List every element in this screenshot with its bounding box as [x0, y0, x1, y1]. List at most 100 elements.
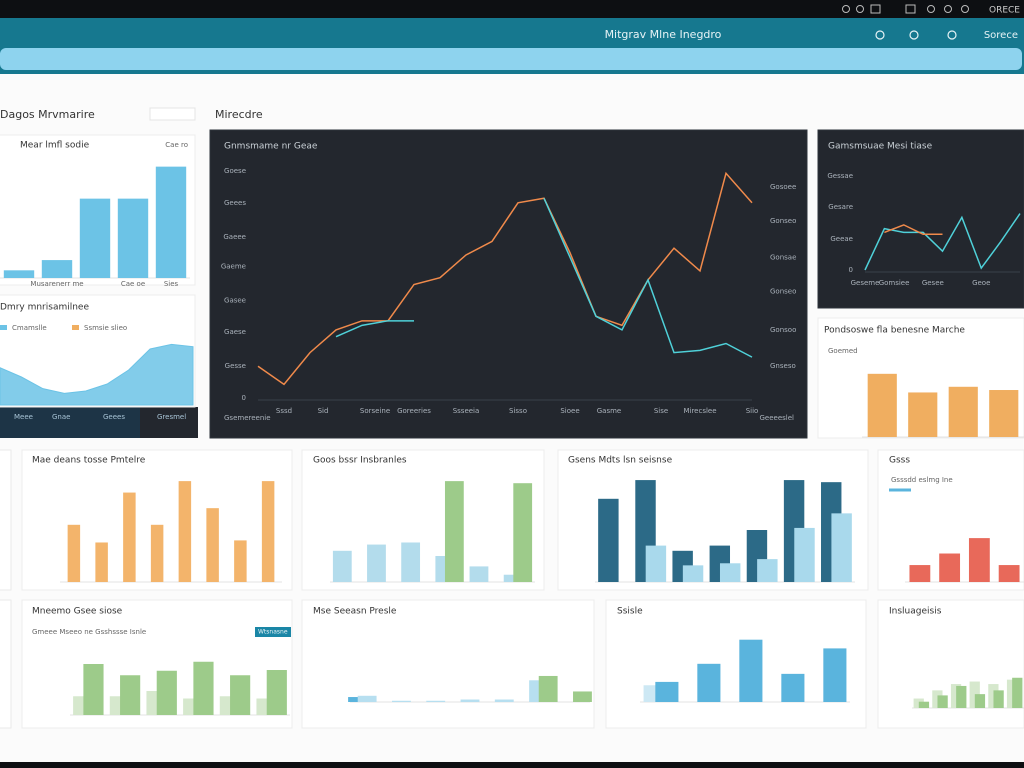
bar	[150, 524, 164, 582]
annotation: Goemed	[828, 347, 858, 355]
legend-label: Gsssdd eslmg Ine	[891, 476, 953, 484]
bar	[193, 661, 214, 715]
bar	[261, 481, 275, 582]
bar	[974, 694, 986, 708]
x-tick-label: Geseme	[851, 279, 880, 287]
chart-title: Mse Seeasn Presle	[313, 607, 397, 617]
bar	[697, 663, 721, 702]
bar	[444, 481, 464, 582]
bar	[867, 373, 897, 437]
x-tick-label: Sisso	[509, 407, 527, 415]
x-tick-label: Sise	[654, 407, 668, 415]
tab-active	[140, 407, 198, 438]
bar	[1006, 679, 1018, 708]
status-icons	[842, 4, 969, 14]
bar	[573, 691, 592, 702]
bar	[918, 701, 930, 708]
y-tick-label: Gaese	[224, 328, 246, 336]
bar	[392, 700, 411, 702]
card	[877, 599, 1024, 729]
chart-title: Goos bssr Insbranles	[313, 456, 407, 466]
header-title: Mitgrav Mlne Inegdro	[605, 28, 722, 41]
x-tick-label: Goreeries	[397, 407, 431, 415]
tab[interactable]: Gresmel	[157, 413, 186, 421]
status-bar	[0, 0, 1024, 18]
bar	[367, 544, 386, 582]
chart-title: Mear lmfl sodie	[20, 141, 90, 151]
y-tick-label: Gaeee	[223, 233, 246, 241]
footer-bar	[0, 762, 1024, 768]
y-tick-label: Gessae	[827, 172, 853, 180]
bar	[79, 198, 111, 278]
bar	[956, 685, 967, 708]
y2-tick-label: Gonsae	[770, 253, 796, 261]
section-title: Dagos Mrvmarire	[0, 108, 95, 121]
x-tick-label: Mirecslee	[683, 407, 716, 415]
chart-title: Ssisle	[617, 607, 643, 617]
account[interactable]: Sorece	[984, 30, 1018, 41]
line	[257, 171, 753, 386]
header-icons[interactable]	[875, 30, 957, 40]
input-box[interactable]	[149, 107, 196, 121]
x-tick-label: Gomsiee	[879, 279, 910, 287]
bar	[988, 684, 999, 708]
bar	[598, 498, 619, 582]
x-tick-label: Cae oe	[121, 280, 145, 288]
legend-label: Ssmsie slieo	[84, 324, 127, 332]
tab[interactable]: Geees	[103, 413, 125, 421]
bar	[794, 527, 815, 582]
bar	[357, 695, 377, 702]
bar	[117, 198, 149, 278]
legend-swatch	[0, 325, 7, 330]
bar	[719, 563, 741, 582]
bar	[998, 565, 1020, 582]
x-tick-label: Siio	[746, 407, 759, 415]
bar	[538, 675, 558, 702]
bar	[908, 392, 938, 437]
y-tick-label: Gesse	[225, 362, 246, 370]
bar	[230, 675, 251, 715]
legend-label: Cmamslle	[12, 324, 47, 332]
x-tick-label: Musarenerr me	[30, 280, 83, 288]
bar	[950, 684, 962, 708]
bar	[155, 166, 187, 278]
bar	[123, 492, 136, 582]
bar	[739, 639, 763, 702]
tab[interactable]: Gnae	[52, 413, 70, 421]
bar	[41, 260, 73, 278]
bar	[120, 675, 141, 715]
line	[884, 224, 943, 236]
bar	[682, 565, 704, 582]
badge[interactable]	[255, 627, 291, 637]
x-tick-label: Geoe	[972, 279, 990, 287]
bar	[426, 700, 446, 702]
bar	[3, 270, 35, 278]
y-tick-label: 0	[849, 266, 853, 274]
bar	[1012, 677, 1023, 708]
chart-title: Insluageisis	[889, 607, 942, 617]
legend-swatch	[72, 325, 79, 330]
x-tick-label: Sid	[318, 407, 329, 415]
bar	[513, 483, 533, 582]
bar	[178, 481, 192, 582]
bar	[156, 670, 177, 715]
bar	[937, 695, 948, 708]
annotation: Cae ro	[165, 141, 188, 149]
bar	[332, 550, 352, 582]
bar	[757, 559, 778, 582]
dark-card	[817, 129, 1024, 309]
y-tick-label: Goese	[224, 167, 246, 175]
bar	[206, 508, 219, 582]
bar	[503, 574, 523, 582]
search-bar[interactable]	[0, 48, 1022, 70]
y2-tick-label: Gonsoo	[770, 326, 796, 334]
x-tick-label: Sorseine	[360, 407, 390, 415]
area	[0, 343, 194, 406]
tab[interactable]: Meee	[14, 413, 33, 421]
card-edge	[0, 599, 12, 729]
bar	[655, 681, 679, 702]
x-tick-label: Ssseeia	[453, 407, 480, 415]
y-tick-label: 0	[242, 394, 246, 402]
annotation: Gsemereenie	[224, 414, 271, 422]
